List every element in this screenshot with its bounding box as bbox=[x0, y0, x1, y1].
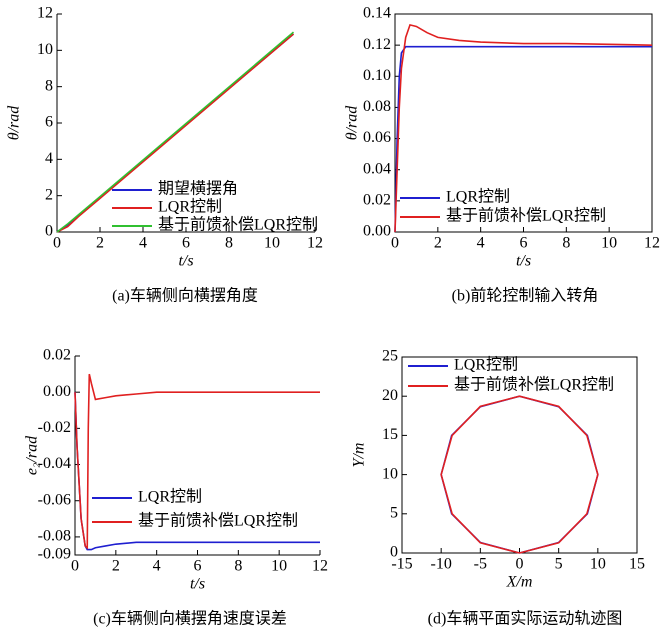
x-tick-label: 6 bbox=[182, 235, 190, 252]
x-tick-label: 8 bbox=[234, 558, 242, 575]
series-line bbox=[74, 373, 320, 550]
y-tick-label: 0.00 bbox=[363, 223, 391, 240]
y-tick-label: -0.02 bbox=[38, 419, 71, 436]
series-line bbox=[440, 395, 599, 554]
x-tick-label: 6 bbox=[194, 558, 202, 575]
y-tick-label: 0.02 bbox=[43, 347, 71, 364]
x-tick-label: 0 bbox=[53, 235, 61, 252]
x-tick-label: -15 bbox=[391, 556, 412, 573]
y-tick-label: 10 bbox=[382, 465, 398, 482]
plot-frame bbox=[394, 13, 653, 233]
x-tick-label: 10 bbox=[601, 235, 617, 252]
x-tick-label: 8 bbox=[562, 235, 570, 252]
y-tick-label: -0.04 bbox=[38, 455, 71, 472]
y-tick-label: 0.14 bbox=[363, 5, 391, 22]
legend-label: 期望横摆角 bbox=[158, 180, 238, 198]
y-tick-label: 20 bbox=[382, 387, 398, 404]
y-tick-label: -0.06 bbox=[38, 491, 71, 508]
legend-label: LQR控制 bbox=[446, 188, 510, 206]
y-tick-label: 5 bbox=[390, 504, 398, 521]
y-tick-label: 25 bbox=[382, 348, 398, 365]
y-tick-label: 8 bbox=[45, 77, 53, 94]
y-tick-label: 6 bbox=[45, 114, 53, 131]
x-axis-label: X/m bbox=[506, 574, 533, 591]
axes bbox=[74, 356, 320, 556]
x-tick-label: 2 bbox=[434, 235, 442, 252]
x-tick-label: -10 bbox=[431, 556, 452, 573]
legend-label: LQR控制 bbox=[158, 198, 222, 216]
x-tick-label: 10 bbox=[590, 556, 606, 573]
caption: (b)前轮控制输入转角 bbox=[452, 287, 599, 305]
x-tick-label: 2 bbox=[112, 558, 120, 575]
legend-label: 基于前馈补偿LQR控制 bbox=[454, 376, 614, 394]
y-tick-label: 0.02 bbox=[363, 192, 391, 209]
caption: (a)车辆侧向横摆角度 bbox=[112, 287, 258, 305]
x-tick-label: 5 bbox=[555, 556, 563, 573]
x-axis-label: t/s bbox=[516, 253, 531, 270]
legend-label: 基于前馈补偿LQR控制 bbox=[158, 216, 318, 234]
x-tick-label: 4 bbox=[477, 235, 485, 252]
y-tick-label: 0 bbox=[390, 544, 398, 561]
x-tick-label: 12 bbox=[312, 558, 328, 575]
y-tick-label: 0.12 bbox=[363, 36, 391, 53]
legend-label: 基于前馈补偿LQR控制 bbox=[446, 207, 606, 225]
x-tick-label: 2 bbox=[96, 235, 104, 252]
series-line bbox=[394, 23, 653, 233]
y-tick-label: 0.08 bbox=[363, 98, 391, 115]
series-line bbox=[56, 33, 295, 233]
y-axis-label: e₂/rad bbox=[24, 435, 41, 475]
x-tick-label: -5 bbox=[474, 556, 487, 573]
x-tick-label: 12 bbox=[307, 235, 323, 252]
y-tick-label: 0.06 bbox=[363, 129, 391, 146]
y-tick-label: -0.09 bbox=[38, 546, 71, 563]
y-tick-label: 2 bbox=[45, 186, 53, 203]
y-tick-label: 12 bbox=[37, 5, 53, 22]
x-tick-label: 10 bbox=[271, 558, 287, 575]
x-tick-label: 8 bbox=[225, 235, 233, 252]
x-axis-label: t/s bbox=[178, 253, 193, 270]
x-tick-label: 0 bbox=[391, 235, 399, 252]
y-tick-label: 0 bbox=[45, 223, 53, 240]
series-line bbox=[394, 45, 652, 233]
x-tick-label: 4 bbox=[139, 235, 147, 252]
x-tick-label: 0 bbox=[516, 556, 524, 573]
legend-label: 基于前馈补偿LQR控制 bbox=[138, 512, 298, 530]
legend-label: LQR控制 bbox=[138, 488, 202, 506]
y-tick-label: -0.08 bbox=[38, 528, 71, 545]
x-tick-label: 0 bbox=[71, 558, 79, 575]
y-tick-label: 0.00 bbox=[43, 383, 71, 400]
y-axis-label: θ/rad bbox=[344, 105, 361, 141]
series-line bbox=[440, 395, 599, 554]
x-tick-label: 4 bbox=[153, 558, 161, 575]
x-tick-label: 15 bbox=[629, 556, 645, 573]
y-tick-label: 15 bbox=[382, 426, 398, 443]
caption: (c)车辆侧向横摆角速度误差 bbox=[93, 610, 287, 628]
x-tick-label: 6 bbox=[520, 235, 528, 252]
y-tick-label: 0.10 bbox=[363, 67, 391, 84]
series-line bbox=[56, 31, 295, 233]
y-tick-label: 0.04 bbox=[363, 160, 391, 177]
x-tick-label: 12 bbox=[644, 235, 660, 252]
y-tick-label: 4 bbox=[45, 150, 53, 167]
legend-label: LQR控制 bbox=[454, 356, 518, 374]
x-tick-label: 10 bbox=[264, 235, 280, 252]
y-tick-label: 10 bbox=[37, 41, 53, 58]
caption: (d)车辆平面实际运动轨迹图 bbox=[428, 610, 623, 628]
y-axis-label: Y/m bbox=[351, 443, 368, 468]
y-axis-label: θ/rad bbox=[6, 105, 23, 141]
x-axis-label: t/s bbox=[190, 576, 205, 593]
